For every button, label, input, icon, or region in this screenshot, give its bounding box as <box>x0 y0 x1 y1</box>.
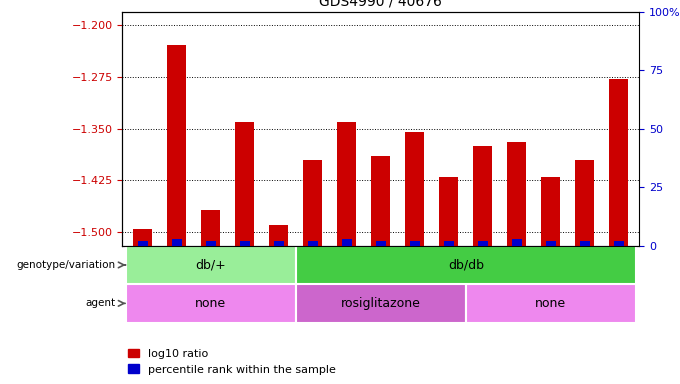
Bar <box>239 241 250 246</box>
Bar <box>579 241 590 246</box>
Text: genotype/variation: genotype/variation <box>16 260 116 270</box>
Text: db/db: db/db <box>448 258 483 271</box>
Text: agent: agent <box>86 298 116 308</box>
Bar <box>205 241 216 246</box>
Bar <box>477 241 488 246</box>
Bar <box>269 225 288 246</box>
Bar <box>545 241 556 246</box>
Bar <box>341 239 352 246</box>
Bar <box>273 241 284 246</box>
Bar <box>443 241 454 246</box>
Bar <box>541 177 560 246</box>
Bar <box>405 132 424 246</box>
Title: GDS4990 / 40676: GDS4990 / 40676 <box>320 0 442 9</box>
Bar <box>307 241 318 246</box>
Bar <box>303 160 322 246</box>
Text: none: none <box>195 297 226 310</box>
Bar <box>466 284 636 323</box>
Text: none: none <box>535 297 566 310</box>
Text: rosiglitazone: rosiglitazone <box>341 297 421 310</box>
Bar <box>296 284 466 323</box>
Bar <box>296 246 636 284</box>
Bar <box>473 146 492 246</box>
Bar <box>609 79 628 246</box>
Bar <box>507 142 526 246</box>
Bar <box>613 241 624 246</box>
Legend: log10 ratio, percentile rank within the sample: log10 ratio, percentile rank within the … <box>128 349 336 375</box>
Bar <box>337 122 356 246</box>
Bar <box>439 177 458 246</box>
Bar <box>126 246 296 284</box>
Bar <box>167 45 186 246</box>
Bar <box>409 241 420 246</box>
Bar <box>133 228 152 246</box>
Bar <box>371 156 390 246</box>
Bar <box>235 122 254 246</box>
Bar <box>137 241 148 246</box>
Bar <box>375 241 386 246</box>
Bar <box>511 239 522 246</box>
Bar <box>201 210 220 246</box>
Bar <box>575 160 594 246</box>
Text: db/+: db/+ <box>195 258 226 271</box>
Bar <box>171 239 182 246</box>
Bar <box>126 284 296 323</box>
